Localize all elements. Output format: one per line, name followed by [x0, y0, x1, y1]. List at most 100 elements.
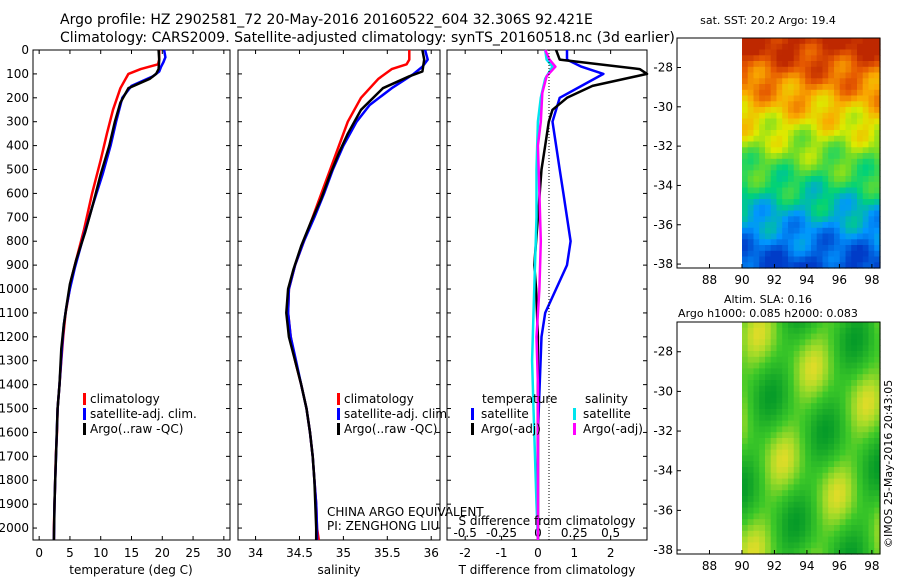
map-cell: [759, 391, 766, 398]
map-cell: [805, 66, 812, 74]
map-cell: [805, 322, 812, 329]
map-cell: [742, 426, 749, 433]
map-cell: [874, 89, 881, 97]
map-cell: [828, 409, 835, 416]
map-cell: [793, 245, 801, 252]
map-cell: [862, 38, 870, 45]
temperature-axes: [32, 49, 231, 541]
map-cell: [811, 380, 818, 387]
map-cell: [845, 187, 852, 194]
map-cell: [857, 374, 864, 381]
map-cell: [811, 542, 818, 549]
map-cell: [811, 38, 818, 45]
map-cell: [747, 339, 755, 346]
map-cell: [759, 130, 766, 137]
sla-map: 88 90 92 94 96 98-28-30-32-34-36-38: [653, 322, 881, 573]
map-cell: [822, 147, 829, 154]
map-cell: [793, 513, 801, 520]
map-cell: [776, 391, 783, 398]
map-cell: [845, 107, 852, 114]
map-cell: [770, 250, 778, 258]
map-cell: [782, 222, 789, 229]
map-cell: [788, 345, 795, 352]
map-cell: [770, 49, 778, 56]
map-cell: [770, 130, 778, 137]
map-x-tick-label: 96: [832, 559, 847, 573]
map-cell: [799, 322, 806, 329]
map-cell: [770, 170, 778, 177]
map-cell: [874, 107, 881, 114]
map-cell: [851, 478, 858, 485]
map-cell: [845, 193, 852, 200]
map-cell: [851, 216, 858, 223]
map-cell: [816, 49, 824, 56]
map-cell: [828, 118, 835, 125]
map-cell: [816, 513, 824, 520]
map-cell: [811, 66, 818, 74]
map-cell: [874, 95, 881, 102]
map-cell: [822, 176, 829, 183]
map-cell: [776, 530, 783, 538]
map-cell: [834, 525, 841, 532]
map-cell: [811, 322, 818, 329]
map-x-tick-label: 98: [864, 559, 879, 573]
map-cell: [816, 153, 824, 160]
map-cell: [845, 199, 852, 206]
map-cell: [759, 227, 766, 235]
map-cell: [811, 420, 818, 427]
map-cell: [851, 193, 858, 200]
map-cell: [793, 135, 801, 143]
map-cell: [753, 250, 760, 258]
map-cell: [822, 496, 829, 503]
map-cell: [793, 351, 801, 358]
map-cell: [862, 89, 870, 97]
map-cell: [834, 262, 841, 269]
map-cell: [799, 496, 806, 503]
map-cell: [857, 164, 864, 171]
map-cell: [862, 420, 870, 427]
map-cell: [839, 95, 847, 102]
map-cell: [788, 158, 795, 166]
sla-map-subtitle: Argo h1000: 0.085 h2000: 0.083: [678, 307, 858, 320]
map-cell: [816, 420, 824, 427]
map-cell: [839, 333, 847, 340]
map-cell: [742, 327, 749, 335]
map-cell: [874, 397, 881, 404]
map-cell: [845, 181, 852, 189]
map-cell: [834, 245, 841, 252]
map-cell: [822, 403, 829, 410]
map-x-tick-label: 88: [702, 559, 717, 573]
map-cell: [857, 420, 864, 427]
map-cell: [834, 380, 841, 387]
map-cell: [799, 78, 806, 85]
map-cell: [805, 112, 812, 120]
institution-note: CHINA ARGO EQUIVALENT: [327, 505, 484, 519]
map-cell: [874, 187, 881, 194]
map-cell: [851, 256, 858, 263]
map-cell: [788, 391, 795, 398]
map-cell: [799, 472, 806, 480]
map-cell: [753, 548, 760, 555]
map-cell: [816, 345, 824, 352]
map-cell: [799, 49, 806, 56]
map-cell: [874, 181, 881, 189]
map-cell: [793, 362, 801, 369]
map-cell: [805, 455, 812, 462]
map-cell: [874, 199, 881, 206]
map-cell: [788, 351, 795, 358]
map-cell: [857, 204, 864, 212]
map-cell: [834, 141, 841, 148]
map-cell: [747, 130, 755, 137]
map-cell: [742, 61, 749, 68]
map-cell: [834, 112, 841, 120]
map-cell: [770, 449, 778, 456]
map-cell: [816, 78, 824, 85]
y-tick-label: 0: [21, 43, 29, 57]
map-cell: [782, 118, 789, 125]
map-cell: [753, 414, 760, 422]
map-cell: [822, 507, 829, 514]
map-cell: [811, 141, 818, 148]
map-cell: [742, 368, 749, 375]
legend-label: climatology: [90, 392, 160, 406]
map-cell: [862, 78, 870, 85]
